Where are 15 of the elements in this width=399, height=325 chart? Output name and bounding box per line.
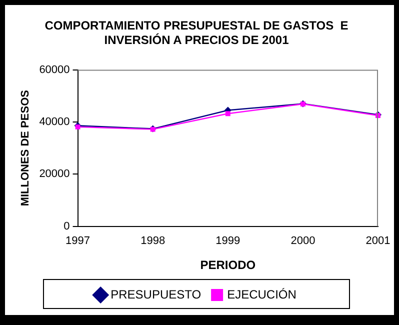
y-tick-label: 20000 (39, 168, 70, 180)
chart-title: COMPORTAMIENTO PRESUPUESTAL DE GASTOS E INVERSIÓN A PRECIOS DE 2001 (44, 18, 348, 47)
x-tick-label: 1998 (140, 235, 166, 248)
legend-label: EJECUCIÓN (227, 287, 296, 302)
x-tick-label: 1997 (66, 235, 90, 248)
x-tick-label: 2000 (290, 235, 316, 248)
y-tick-label: 40000 (39, 116, 70, 128)
x-axis-title: PERIODO (200, 258, 256, 272)
y-axis-title: MILLONES DE PESOS (20, 90, 32, 206)
point (225, 111, 230, 116)
y-tick-label: 0 (64, 220, 70, 232)
y-tick-label: 60000 (39, 64, 70, 76)
x-tick-label: 1999 (216, 235, 240, 248)
x-tick-label: 2001 (366, 235, 390, 248)
legend-label: PRESUPUESTO (110, 287, 202, 302)
